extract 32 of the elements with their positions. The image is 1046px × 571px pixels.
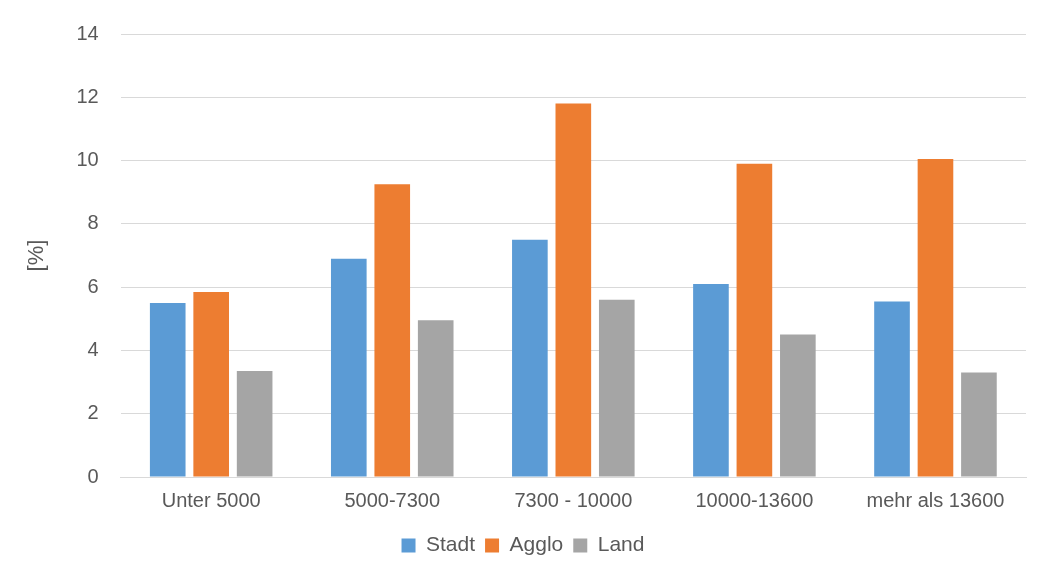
bar <box>236 371 273 477</box>
bar <box>780 334 816 477</box>
bar <box>598 299 635 477</box>
bar <box>555 103 592 477</box>
bar <box>961 372 997 477</box>
y-tick-label: 8 <box>87 211 99 234</box>
x-tick-label: mehr als 13600 <box>866 488 1005 511</box>
y-tick-label: 6 <box>87 274 99 297</box>
bar <box>693 283 729 477</box>
y-axis-title: [%] <box>23 239 49 272</box>
x-tick-label: Unter 5000 <box>161 488 261 511</box>
bar <box>417 320 454 477</box>
bar <box>193 291 229 477</box>
y-tick-label: 2 <box>87 401 99 424</box>
bar <box>149 302 186 477</box>
bar <box>512 239 548 477</box>
bar <box>736 163 773 477</box>
x-tick-label: 7300 - 10000 <box>514 488 633 511</box>
bar <box>374 184 411 477</box>
legend-label: Land <box>597 532 645 556</box>
legend-label: Stadt <box>426 532 476 556</box>
bar <box>874 301 910 477</box>
bar <box>330 258 367 477</box>
y-tick-label: 0 <box>87 464 99 487</box>
x-tick-label: 10000-13600 <box>695 488 814 511</box>
y-tick-label: 10 <box>76 148 99 171</box>
legend-label: Agglo <box>509 532 564 556</box>
bar <box>917 158 954 477</box>
x-tick-label: 5000-7300 <box>344 488 441 511</box>
y-tick-label: 12 <box>76 84 99 107</box>
y-tick-label: 14 <box>76 21 99 44</box>
y-tick-label: 4 <box>87 337 99 360</box>
